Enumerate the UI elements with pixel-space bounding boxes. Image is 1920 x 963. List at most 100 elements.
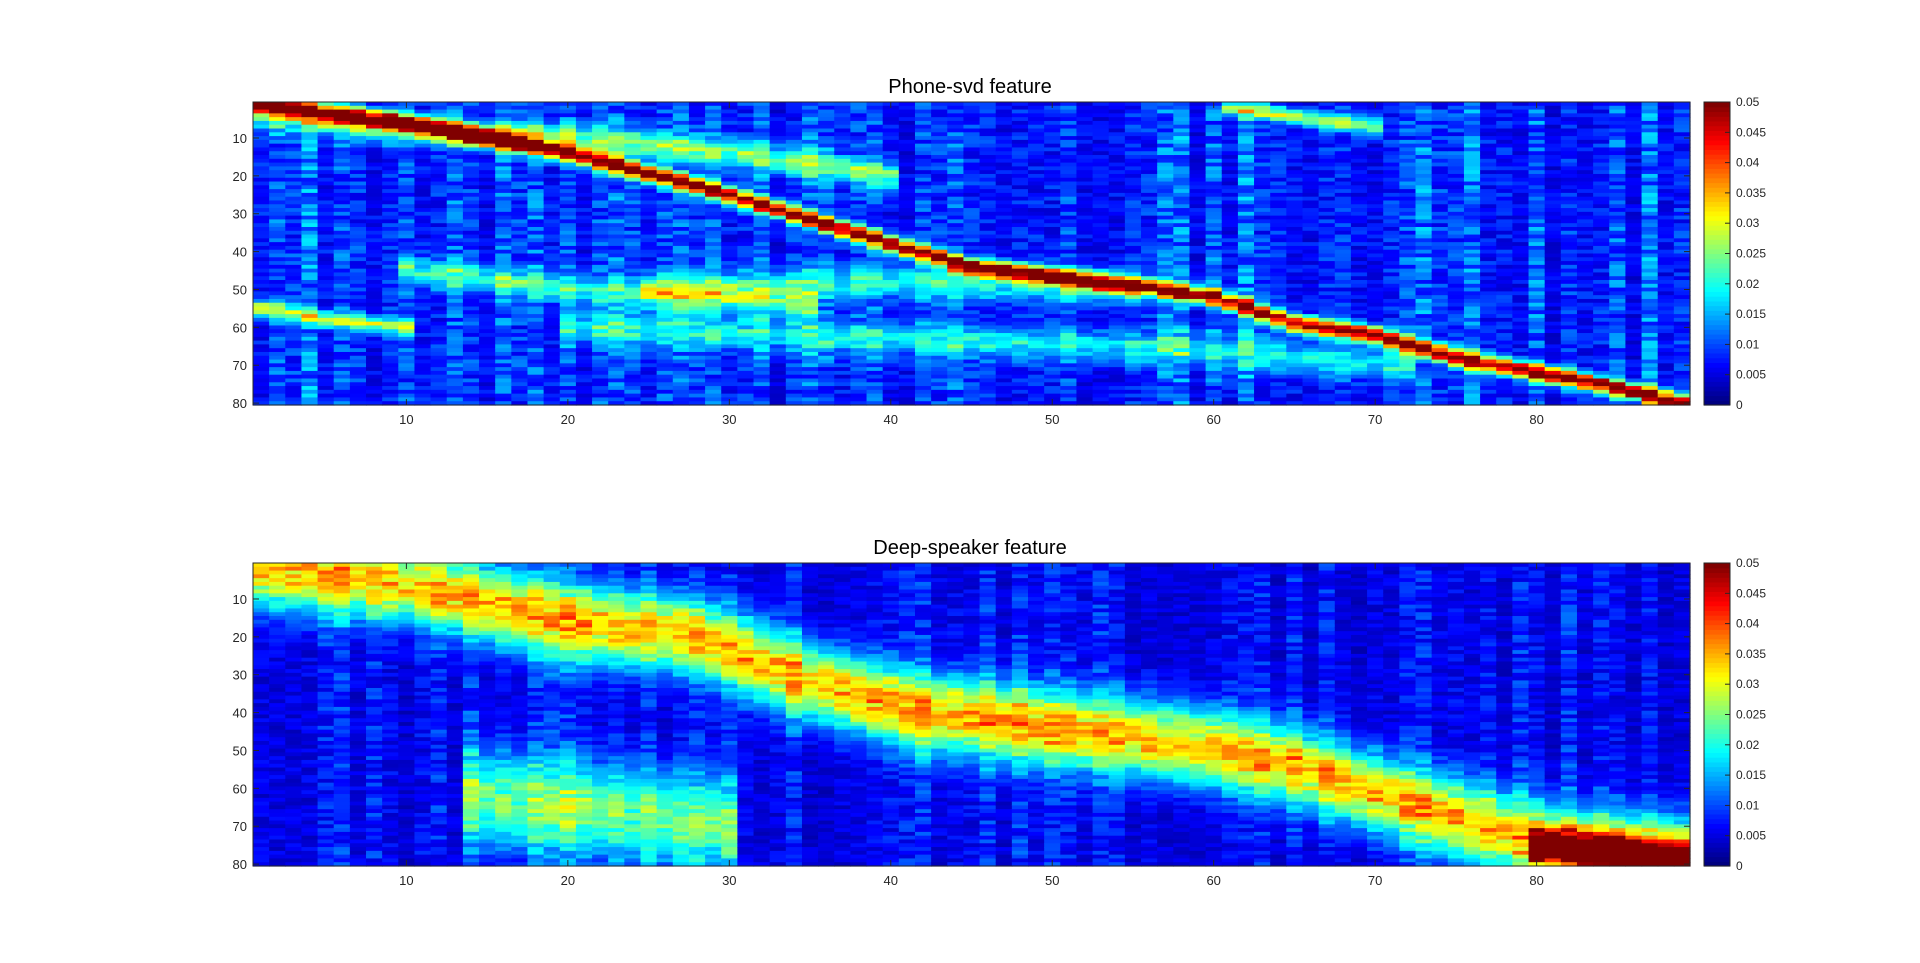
heatmap-cell bbox=[753, 249, 771, 255]
heatmap-cell bbox=[317, 351, 335, 357]
heatmap-cell bbox=[1205, 181, 1223, 186]
heatmap-cell bbox=[801, 325, 819, 330]
heatmap-cell bbox=[253, 120, 270, 126]
heatmap-cell bbox=[834, 253, 852, 258]
heatmap-cell bbox=[721, 143, 738, 149]
heatmap-cell bbox=[1124, 223, 1142, 228]
heatmap-cell bbox=[301, 173, 319, 179]
heatmap-cell bbox=[349, 238, 367, 243]
heatmap-cell bbox=[479, 321, 496, 327]
heatmap-cell bbox=[1157, 166, 1174, 171]
heatmap-cell bbox=[1011, 325, 1029, 330]
heatmap-cell bbox=[882, 329, 900, 334]
heatmap-cell bbox=[366, 151, 383, 156]
heatmap-cell bbox=[801, 226, 819, 232]
heatmap-cell bbox=[430, 185, 448, 190]
heatmap-cell bbox=[1254, 219, 1271, 224]
heatmap-cell bbox=[1076, 143, 1094, 149]
heatmap-cell bbox=[575, 128, 593, 133]
heatmap-cell bbox=[1028, 166, 1045, 171]
heatmap-cell bbox=[753, 192, 771, 198]
heatmap-cell bbox=[1060, 374, 1078, 380]
heatmap-cell bbox=[349, 401, 367, 406]
heatmap-cell bbox=[898, 192, 916, 198]
heatmap-cell bbox=[688, 378, 706, 383]
heatmap-cell bbox=[462, 109, 480, 114]
heatmap-cell bbox=[511, 253, 529, 258]
heatmap-cell bbox=[333, 325, 351, 330]
heatmap-cell bbox=[963, 276, 981, 281]
heatmap-cell bbox=[1221, 261, 1239, 266]
heatmap-cell bbox=[866, 117, 884, 122]
heatmap-cell bbox=[882, 155, 900, 160]
heatmap-cell bbox=[769, 211, 787, 217]
heatmap-cell bbox=[592, 173, 609, 179]
heatmap-cell bbox=[979, 363, 997, 368]
heatmap-cell bbox=[979, 245, 997, 251]
heatmap-cell bbox=[672, 113, 690, 118]
heatmap-cell bbox=[640, 291, 658, 296]
heatmap-cell bbox=[575, 162, 593, 167]
heatmap-cell bbox=[511, 333, 529, 338]
heatmap-cell bbox=[688, 355, 706, 361]
heatmap-cell bbox=[1141, 105, 1158, 111]
heatmap-cell bbox=[769, 340, 787, 345]
heatmap-cell bbox=[1060, 317, 1078, 323]
heatmap-cell bbox=[269, 272, 286, 277]
heatmap-cell bbox=[1060, 389, 1078, 395]
heatmap-cell bbox=[592, 367, 609, 372]
heatmap-cell bbox=[1205, 170, 1223, 175]
heatmap-cell bbox=[575, 382, 593, 387]
heatmap-cell bbox=[1092, 378, 1110, 383]
heatmap-cell bbox=[1060, 238, 1078, 243]
heatmap-cell bbox=[366, 192, 383, 198]
heatmap-cell bbox=[608, 204, 625, 209]
heatmap-cell bbox=[640, 170, 658, 175]
heatmap-cell bbox=[430, 158, 448, 164]
heatmap-cell bbox=[850, 276, 868, 281]
heatmap-cell bbox=[479, 389, 496, 395]
heatmap-cell bbox=[624, 162, 642, 167]
heatmap-cell bbox=[882, 283, 900, 289]
heatmap-cell bbox=[1092, 340, 1110, 345]
heatmap-cell bbox=[656, 367, 674, 372]
heatmap-cell bbox=[285, 242, 303, 247]
heatmap-cell bbox=[301, 367, 319, 372]
heatmap-cell bbox=[995, 329, 1013, 334]
heatmap-cell bbox=[785, 166, 803, 171]
heatmap-cell bbox=[753, 120, 771, 126]
heatmap-cell bbox=[624, 124, 642, 130]
heatmap-cell bbox=[818, 208, 835, 213]
heatmap-cell bbox=[414, 181, 432, 186]
heatmap-cell bbox=[1092, 177, 1110, 183]
heatmap-cell bbox=[559, 238, 577, 243]
heatmap-cell bbox=[382, 264, 399, 270]
heatmap-cell bbox=[462, 393, 480, 399]
heatmap-cell bbox=[317, 336, 335, 342]
heatmap-cell bbox=[317, 363, 335, 368]
heatmap-cell bbox=[414, 109, 432, 114]
heatmap-cell bbox=[1189, 272, 1207, 277]
heatmap-cell bbox=[253, 253, 270, 258]
heatmap-cell bbox=[495, 351, 512, 357]
heatmap-cell bbox=[656, 189, 674, 194]
heatmap-cell bbox=[527, 325, 545, 330]
heatmap-cell bbox=[382, 234, 399, 239]
heatmap-cell bbox=[1221, 257, 1239, 262]
heatmap-cell bbox=[1157, 105, 1174, 111]
heatmap-cell bbox=[1092, 139, 1110, 145]
heatmap-cell bbox=[1124, 185, 1142, 190]
heatmap-cell bbox=[1124, 117, 1142, 122]
heatmap-cell bbox=[253, 234, 270, 239]
heatmap-cell bbox=[1173, 321, 1191, 327]
heatmap-cell bbox=[559, 291, 577, 296]
heatmap-cell bbox=[608, 166, 625, 171]
heatmap-cell bbox=[1173, 166, 1191, 171]
heatmap-cell bbox=[301, 208, 319, 213]
heatmap-cell bbox=[527, 128, 545, 133]
heatmap-cell bbox=[624, 223, 642, 228]
heatmap-cell bbox=[1124, 393, 1142, 399]
heatmap-cell bbox=[801, 272, 819, 277]
heatmap-cell bbox=[1189, 397, 1207, 402]
heatmap-cell bbox=[850, 166, 868, 171]
